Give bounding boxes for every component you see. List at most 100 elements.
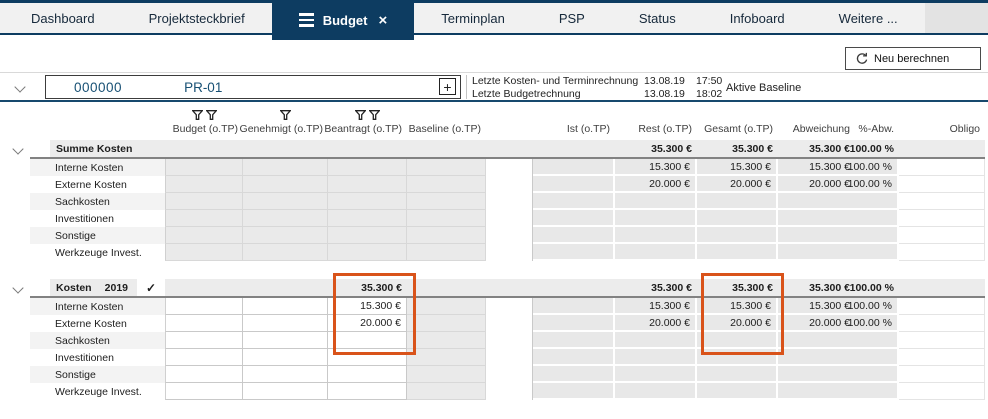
row-label: Investitionen [30,210,165,227]
tab-weitere[interactable]: Weitere ... [812,0,925,33]
section-title-text: Kosten [56,281,92,294]
hamburger-icon[interactable] [298,13,314,27]
header-cell-gesamt: 35.300 € [697,279,778,296]
column-header: Beantragt (o.TP) [324,122,402,135]
filter-icon[interactable] [355,110,366,120]
header-cell-abweichung: 35.300 € [778,140,855,157]
cell-pabw: 100.00 % [848,159,899,176]
cell-genehmigt[interactable] [243,383,328,400]
cell-budget[interactable] [165,315,243,332]
tab-infoboard[interactable]: Infoboard [703,0,812,33]
header-cell-pabw: 100.00 % [850,140,899,157]
column-header: Rest (o.TP) [638,122,692,135]
cell-rest [615,366,697,383]
cell-abweichung [778,210,855,227]
cell-beantragt[interactable]: 15.300 € [328,298,407,315]
calc-time: 18:02 [696,87,723,100]
cell-rest [615,244,697,261]
cell-baseline [407,349,486,366]
column-header: Baseline (o.TP) [408,122,481,135]
cell-abweichung [778,383,855,400]
cell-pabw: 100.00 % [848,315,899,332]
cell-gesamt: 15.300 € [697,159,778,176]
filter-icon[interactable] [205,110,217,120]
chevron-down-icon[interactable] [12,281,24,294]
recalculate-button[interactable]: Neu berechnen [845,47,981,70]
header-cell-baseline [407,140,486,157]
cell-ist [533,366,615,383]
filter-icon[interactable] [369,110,380,120]
row-label: Sonstige [30,227,165,244]
cell-beantragt[interactable] [328,332,407,349]
filter-icon[interactable] [191,110,203,120]
cell-genehmigt[interactable] [243,349,328,366]
row-label: Externe Kosten [30,176,165,193]
table-row: Investitionen [0,349,985,366]
cell-budget[interactable] [165,349,243,366]
header-cell-beantragt: 35.300 € [328,279,407,296]
tab-projektsteckbrief[interactable]: Projektsteckbrief [122,0,272,33]
cell-beantragt [328,227,407,244]
cell-budget [165,193,243,210]
table-row: Interne Kosten 15.300 €15.300 €15.300 €15… [0,298,985,315]
cell-baseline [407,366,486,383]
section-title-text: Summe Kosten [56,142,133,155]
header-divider [0,100,988,102]
cell-budget[interactable] [165,383,243,400]
header-cell-genehmigt [243,279,328,296]
cell-genehmigt[interactable] [243,298,328,315]
calc-time: 17:50 [696,75,723,87]
filter-icon[interactable] [280,110,291,120]
header-cell-gap [486,279,533,296]
cell-gap [486,332,533,349]
tab-status[interactable]: Status [612,0,703,33]
cell-gap [486,298,533,315]
tab-budget[interactable]: Budget × [271,0,415,40]
tab-terminplan[interactable]: Terminplan [414,0,532,33]
cell-gap [486,366,533,383]
section-header-row: Summe Kosten 35.300 €35.300 €35.300 €100.… [0,140,985,157]
header-cell-genehmigt [243,140,328,157]
cell-budget [165,210,243,227]
cell-obligo [899,366,985,383]
cell-gap [486,315,533,332]
cell-obligo [899,315,985,332]
cell-rest [615,332,697,349]
cell-baseline [407,176,486,193]
section-title: Summe Kosten [50,140,165,157]
cell-gesamt [697,227,778,244]
row-label: Werkzeuge Invest. [30,244,165,261]
cell-beantragt[interactable]: 20.000 € [328,315,407,332]
column-header: Budget (o.TP) [172,122,238,135]
column-header-row: Budget (o.TP) Genehmigt (o.TP) Beantragt (… [0,120,985,137]
cell-genehmigt[interactable] [243,315,328,332]
cell-genehmigt[interactable] [243,332,328,349]
table-row: Sonstige [0,366,985,383]
cell-abweichung: 15.300 € [778,298,855,315]
cell-beantragt[interactable] [328,366,407,383]
cell-genehmigt [243,227,328,244]
section-divider [30,157,985,159]
cell-rest [615,349,697,366]
tab-dashboard[interactable]: Dashboard [4,0,122,33]
cell-budget[interactable] [165,332,243,349]
filter-cell [328,104,407,120]
chevron-down-icon[interactable] [12,142,24,155]
cell-rest: 20.000 € [615,176,697,193]
add-button[interactable]: + [439,78,456,95]
cell-budget[interactable] [165,366,243,383]
project-chevron-down-icon[interactable] [14,81,26,93]
cell-budget[interactable] [165,298,243,315]
header-cell-gesamt: 35.300 € [697,140,778,157]
highlight-box-gesamt [701,273,784,355]
cell-genehmigt[interactable] [243,366,328,383]
cell-beantragt[interactable] [328,383,407,400]
header-cell-ist [533,279,615,296]
cell-rest [615,193,697,210]
project-header[interactable]: 000000 PR-01 + [45,75,461,99]
close-icon[interactable]: × [378,11,388,29]
column-header: Abweichung [792,122,850,135]
tab-psp[interactable]: PSP [532,0,612,33]
baseline-check-icon[interactable]: ✓ [137,279,165,296]
